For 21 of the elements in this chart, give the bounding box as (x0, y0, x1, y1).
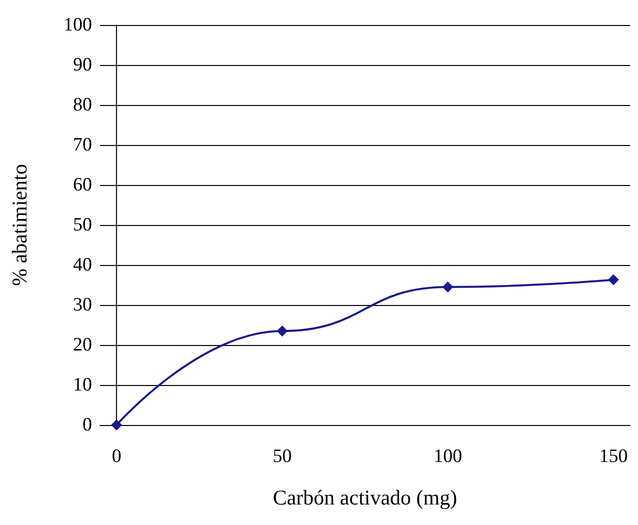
y-tick-label: 20 (73, 334, 92, 356)
x-tick-label: 0 (112, 446, 122, 467)
x-tick-label: 150 (599, 446, 628, 467)
y-tick-label: 60 (73, 174, 92, 196)
y-tick-label: 50 (73, 214, 92, 236)
y-tick-label: 40 (73, 254, 92, 276)
y-tick-label: 100 (64, 14, 92, 36)
y-tick-label: 10 (73, 374, 92, 396)
x-tick-label: 50 (272, 446, 292, 467)
y-tick-label: 70 (73, 134, 92, 156)
point (442, 282, 454, 292)
x-axis-title: Carbón activado (mg) (272, 486, 458, 510)
y-axis-title: % abatimiento (8, 164, 32, 286)
point (111, 420, 122, 430)
point (608, 274, 619, 286)
x-tick-label: 100 (434, 446, 462, 467)
y-tick-label: 80 (73, 94, 92, 116)
y-tick-label: 30 (73, 294, 92, 316)
y-tick-label: 90 (73, 54, 92, 76)
y-tick-label: 0 (82, 414, 92, 436)
point (276, 326, 288, 336)
